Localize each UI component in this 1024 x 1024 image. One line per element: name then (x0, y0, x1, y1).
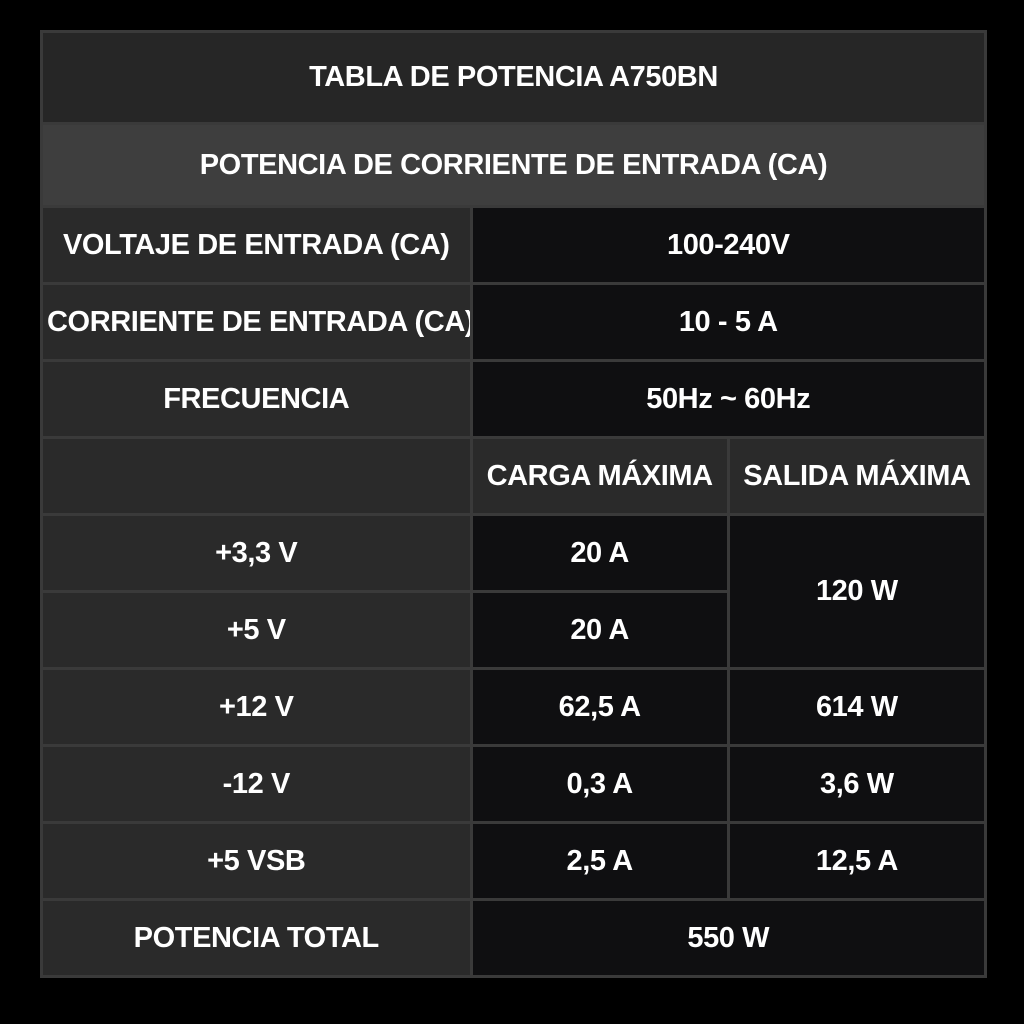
total-power-label: POTENCIA TOTAL (40, 898, 473, 978)
table-row: CARGA MÁXIMA SALIDA MÁXIMA (40, 436, 988, 516)
rail-neg12v-label: -12 V (40, 744, 473, 824)
table-row: -12 V 0,3 A 3,6 W (40, 744, 988, 824)
frequency-value: 50Hz ~ 60Hz (469, 359, 988, 439)
rail-5vsb-salida: 12,5 A (726, 821, 988, 901)
table-row: POTENCIA TOTAL 550 W (40, 898, 988, 978)
table-row: +5 VSB 2,5 A 12,5 A (40, 821, 988, 901)
rail-12v-salida: 614 W (726, 667, 988, 747)
table-title: TABLA DE POTENCIA A750BN (40, 30, 987, 125)
table-row: TABLA DE POTENCIA A750BN (40, 30, 987, 125)
column-header-salida-maxima: SALIDA MÁXIMA (726, 436, 988, 516)
rail-3v3-carga: 20 A (469, 513, 730, 593)
table-row: CORRIENTE DE ENTRADA (CA) 10 - 5 A (40, 282, 988, 362)
input-current-value: 10 - 5 A (469, 282, 988, 362)
rail-column-spacer (40, 436, 473, 516)
rail-12v-label: +12 V (40, 667, 473, 747)
table-row: +12 V 62,5 A 614 W (40, 667, 988, 747)
input-voltage-value: 100-240V (469, 205, 988, 285)
frequency-label: FRECUENCIA (40, 359, 473, 439)
rail-neg12v-salida: 3,6 W (726, 744, 988, 824)
rail-3v3-5v-salida-combined: 120 W (726, 513, 988, 670)
rail-5v-carga: 20 A (469, 590, 730, 670)
rail-3v3-label: +3,3 V (40, 513, 473, 593)
input-voltage-label: VOLTAJE DE ENTRADA (CA) (40, 205, 473, 285)
table-row: POTENCIA DE CORRIENTE DE ENTRADA (CA) (40, 122, 987, 208)
power-spec-table: TABLA DE POTENCIA A750BN POTENCIA DE COR… (40, 30, 988, 978)
rail-neg12v-carga: 0,3 A (469, 744, 730, 824)
table-row: +5 V 20 A (40, 590, 986, 670)
table-row: VOLTAJE DE ENTRADA (CA) 100-240V (40, 205, 988, 285)
rail-12v-carga: 62,5 A (469, 667, 730, 747)
rail-5v-label: +5 V (40, 590, 473, 670)
input-current-label: CORRIENTE DE ENTRADA (CA) (40, 282, 473, 362)
column-header-carga-maxima: CARGA MÁXIMA (469, 436, 730, 516)
table-row: +3,3 V 20 A 120 W (40, 513, 988, 670)
section-header-ac-input: POTENCIA DE CORRIENTE DE ENTRADA (CA) (40, 122, 987, 208)
total-power-value: 550 W (469, 898, 988, 978)
table-row: FRECUENCIA 50Hz ~ 60Hz (40, 359, 988, 439)
rail-5vsb-label: +5 VSB (40, 821, 473, 901)
rail-5vsb-carga: 2,5 A (469, 821, 730, 901)
